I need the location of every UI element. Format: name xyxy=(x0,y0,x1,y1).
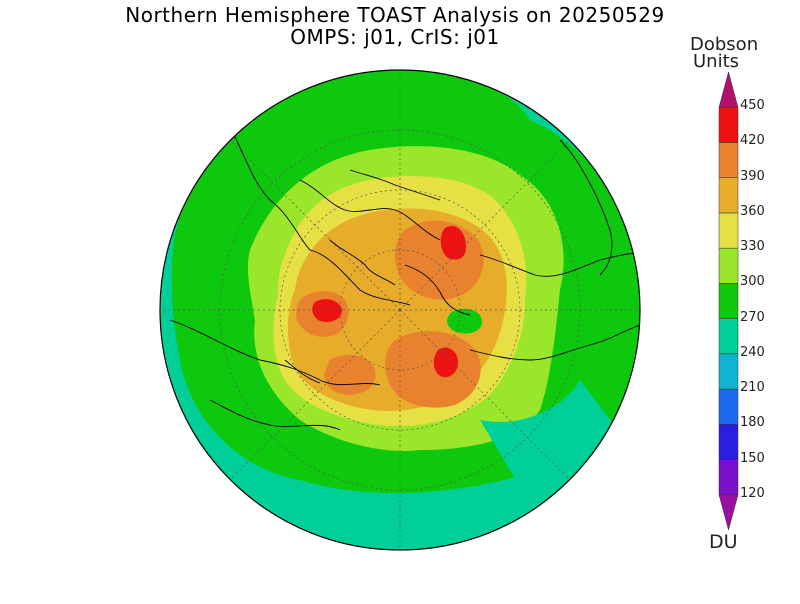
colorbar-bottom-label: DU xyxy=(709,531,738,553)
colorbar-band xyxy=(718,459,739,496)
colorbar-tick-label: 270 xyxy=(740,309,765,325)
map-subtitle: OMPS: j01, CrIS: j01 xyxy=(290,25,500,49)
colorbar-unit-label: Dobson xyxy=(690,34,759,55)
colorbar-band xyxy=(718,283,739,319)
colorbar-band xyxy=(718,177,739,214)
graticule xyxy=(160,70,640,550)
ozone-field xyxy=(160,70,640,550)
colorbar-band xyxy=(718,212,739,249)
colorbar-tick-label: 330 xyxy=(740,239,765,255)
colorbar-band xyxy=(718,106,739,143)
colorbar-tick-label: 450 xyxy=(740,98,765,114)
colorbar-band xyxy=(718,142,739,178)
colorbar-tick-label: 240 xyxy=(740,344,765,360)
globe-boundary xyxy=(159,69,641,551)
colorbar-band xyxy=(718,353,739,390)
colorbar-tick-label: 210 xyxy=(740,380,765,396)
colorbar-band xyxy=(718,424,739,460)
colorbar-tick-label: 150 xyxy=(740,450,765,466)
colorbar-tick-label: 300 xyxy=(740,274,765,290)
colorbar-tick-label: 120 xyxy=(740,485,765,501)
colorbar-band xyxy=(718,247,739,284)
colorbar-band xyxy=(718,494,739,531)
coastlines xyxy=(169,119,640,431)
colorbar-band xyxy=(718,318,739,355)
map-title: Northern Hemisphere TOAST Analysis on 20… xyxy=(125,3,665,27)
colorbar-tick-label: 360 xyxy=(740,203,765,219)
colorbar-band xyxy=(718,388,739,425)
colorbar xyxy=(718,71,739,531)
colorbar-tick-label: 180 xyxy=(740,415,765,431)
colorbar-band xyxy=(718,71,739,108)
colorbar-tick-label: 420 xyxy=(740,133,765,149)
colorbar-unit-label-2: Units xyxy=(693,51,740,72)
colorbar-tick-label: 390 xyxy=(740,168,765,184)
